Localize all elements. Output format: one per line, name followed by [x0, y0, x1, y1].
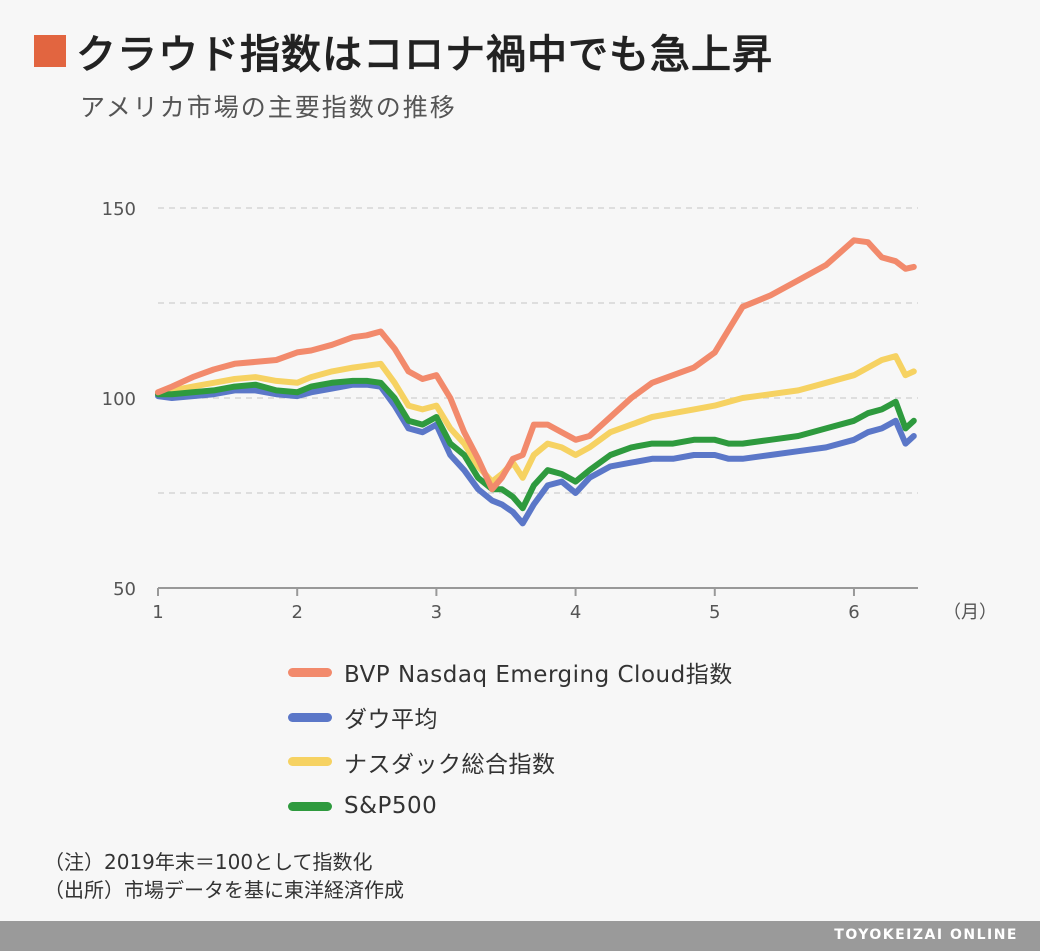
series-line-nasdaq	[155, 353, 917, 485]
y-tick-label: 150	[102, 199, 136, 220]
x-tick-label: 6	[848, 602, 859, 623]
chart-legend: BVP Nasdaq Emerging Cloud指数 ダウ平均 ナスダック総合…	[288, 650, 733, 829]
line-chart: 50 100 150 1 2 3 4 5 6 （月）	[102, 199, 997, 623]
series-line-sp500	[155, 377, 917, 512]
x-tick-label: 4	[570, 602, 581, 623]
y-tick-label: 100	[102, 389, 136, 410]
legend-swatch-sp500	[288, 801, 332, 811]
x-tick-label: 5	[709, 602, 720, 623]
series-line-dow	[155, 381, 917, 527]
legend-swatch-dow	[288, 712, 332, 722]
x-tick-label: 2	[291, 602, 302, 623]
legend-label-dow: ダウ平均	[344, 707, 438, 734]
x-tick-label: 3	[431, 602, 442, 623]
chart-title: クラウド指数はコロナ禍中でも急上昇	[76, 32, 773, 78]
title-marker-square	[34, 35, 66, 67]
series-line-cloud	[155, 237, 917, 493]
legend-item-dow: ダウ平均	[288, 695, 733, 740]
y-tick-label: 50	[113, 579, 136, 600]
legend-label-cloud: BVP Nasdaq Emerging Cloud指数	[344, 662, 733, 689]
legend-item-nasdaq: ナスダック総合指数	[288, 739, 733, 784]
notes: （注）2019年末＝100として指数化 （出所）市場データを基に東洋経済作成	[44, 848, 404, 904]
legend-label-sp500: S&P500	[344, 793, 438, 820]
source-text: （出所）市場データを基に東洋経済作成	[44, 878, 404, 902]
legend-item-cloud: BVP Nasdaq Emerging Cloud指数	[288, 650, 733, 695]
title-group: クラウド指数はコロナ禍中でも急上昇	[34, 22, 773, 80]
legend-item-sp500: S&P500	[288, 784, 733, 829]
footer-brand: TOYOKEIZAI ONLINE	[834, 927, 1018, 943]
legend-swatch-cloud	[288, 667, 332, 677]
note-text: （注）2019年末＝100として指数化	[44, 850, 373, 874]
x-tick-label: 1	[152, 602, 163, 623]
chart-subtitle: アメリカ市場の主要指数の推移	[80, 93, 457, 122]
footer-bar: TOYOKEIZAI ONLINE	[0, 921, 1040, 951]
legend-label-nasdaq: ナスダック総合指数	[344, 751, 556, 778]
x-axis-unit-label: （月）	[943, 602, 997, 623]
legend-swatch-nasdaq	[288, 757, 332, 767]
